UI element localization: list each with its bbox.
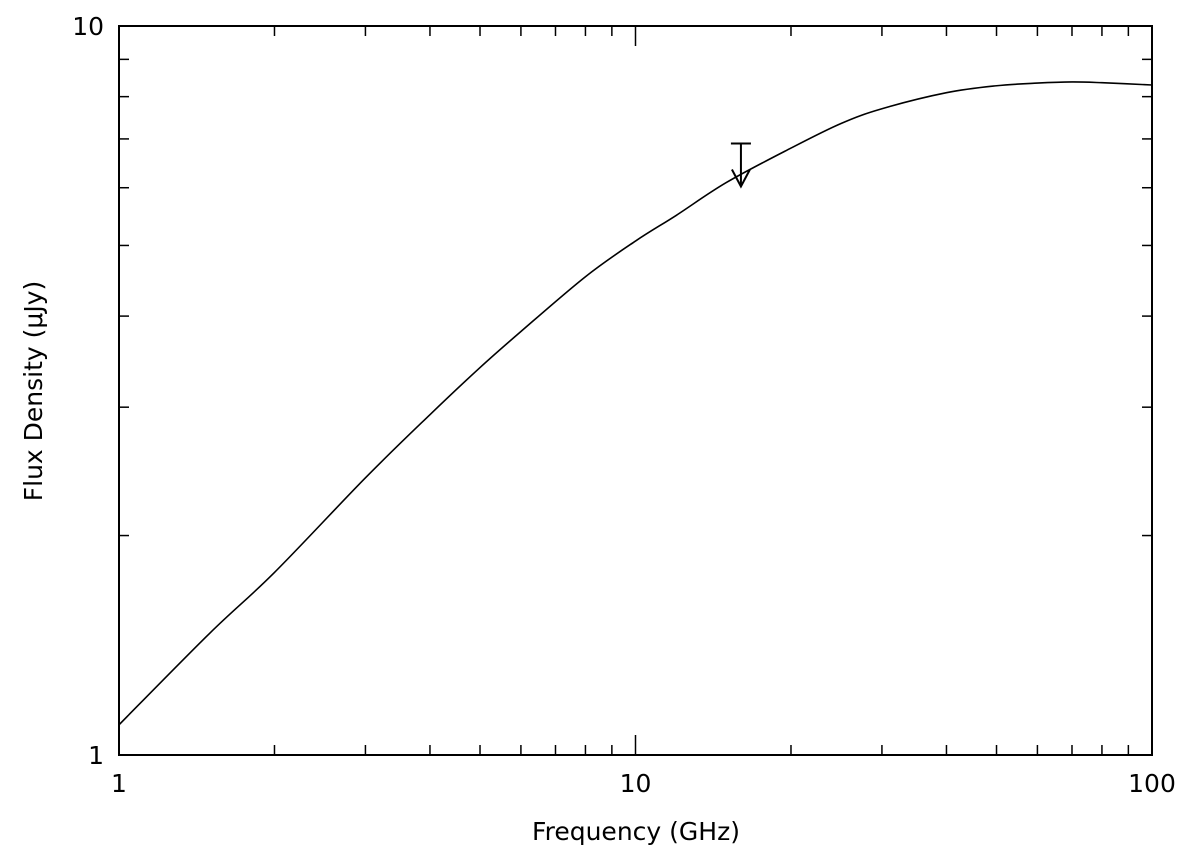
x-tick-label: 1 (111, 769, 127, 798)
y-tick-label: 10 (72, 12, 104, 41)
series-layer (118, 81, 1153, 726)
plot-frame (118, 25, 1153, 756)
plot-area: 1 10 100 1 10 (72, 12, 1176, 798)
y-axis-label: Flux Density (μJy) (19, 281, 48, 501)
upper-limit-layer (730, 142, 751, 189)
x-tick-label: 100 (1128, 769, 1176, 798)
x-axis-ticks: 1 10 100 (111, 26, 1176, 798)
y-axis-ticks: 1 10 (72, 12, 1152, 770)
x-axis-label: Frequency (GHz) (532, 817, 740, 846)
x-tick-label: 10 (620, 769, 652, 798)
down-arrow-icon (731, 169, 751, 189)
y-tick-label: 1 (88, 741, 104, 770)
upper-limit-marker (730, 142, 751, 189)
model-curve (118, 81, 1153, 726)
